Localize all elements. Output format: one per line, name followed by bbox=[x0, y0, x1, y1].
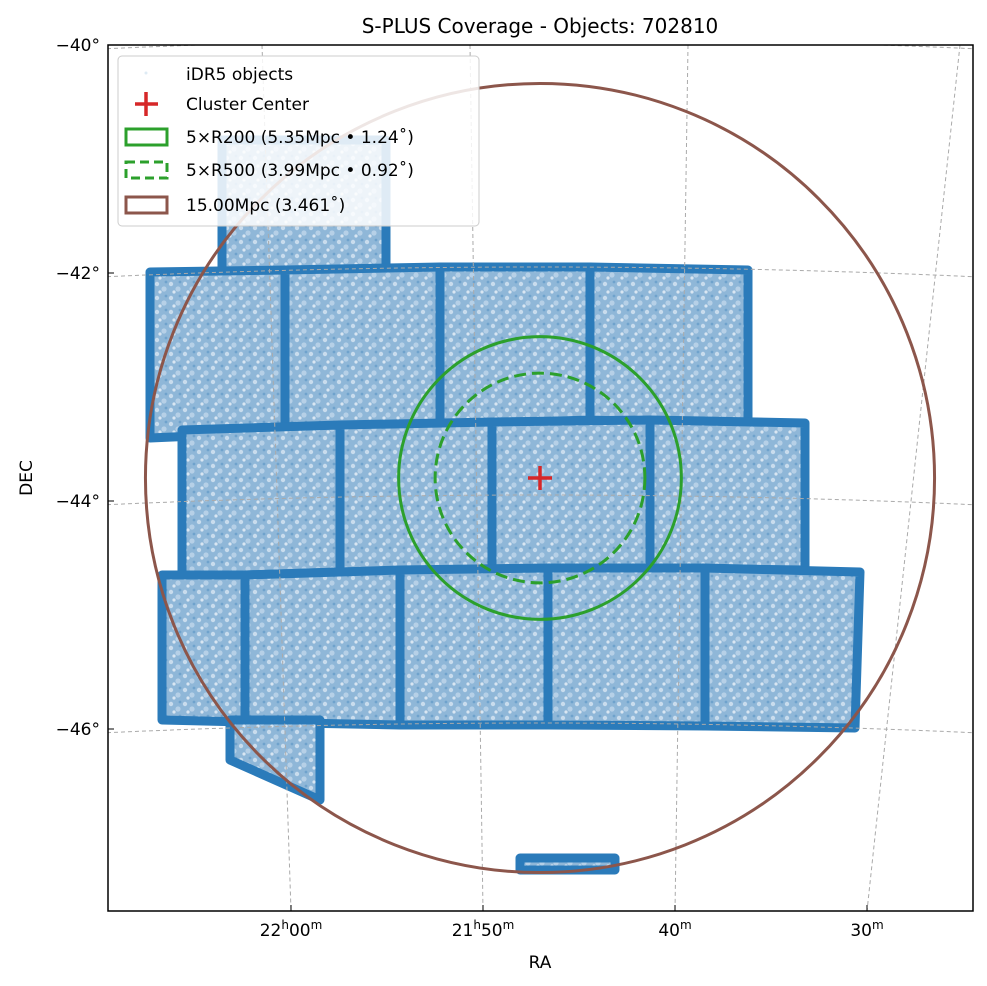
legend-circle-icon bbox=[124, 127, 169, 147]
survey-tile bbox=[157, 570, 250, 727]
legend-item: 5×R500 (3.99Mpc • 0.92˚) bbox=[124, 160, 414, 181]
dec-grid-line bbox=[108, 45, 973, 50]
mpc15-circle bbox=[143, 81, 937, 875]
legend-label: 15.00Mpc (3.461˚) bbox=[186, 195, 345, 216]
legend: iDR5 objects Cluster Center 5×R200 (5.35Mp… bbox=[117, 55, 480, 227]
survey-tile bbox=[543, 563, 710, 731]
r200-circle bbox=[397, 335, 683, 621]
legend-points-icon bbox=[144, 71, 148, 75]
ra-grid-line bbox=[261, 45, 292, 911]
survey-tile bbox=[585, 262, 753, 430]
x-tick-label: 30m bbox=[850, 918, 883, 941]
survey-tile bbox=[225, 715, 325, 805]
legend-item: 5×R200 (5.35Mpc • 1.24˚) bbox=[124, 127, 414, 148]
chart-title: S-PLUS Coverage - Objects: 702810 bbox=[362, 14, 719, 38]
cluster-center-marker bbox=[528, 466, 552, 490]
r500-circle bbox=[433, 371, 647, 585]
survey-tile bbox=[435, 262, 595, 430]
ra-grid-line bbox=[866, 45, 961, 911]
grid-lines bbox=[108, 45, 973, 911]
survey-tile bbox=[240, 565, 405, 730]
legend-label: iDR5 objects bbox=[186, 65, 293, 85]
legend-item: iDR5 objects bbox=[144, 65, 293, 85]
x-tick-label: 40m bbox=[658, 918, 691, 941]
dec-grid-line bbox=[108, 494, 973, 506]
axes-frame bbox=[107, 44, 974, 912]
legend-label: 5×R500 (3.99Mpc • 0.92˚) bbox=[186, 160, 414, 181]
survey-tile bbox=[700, 563, 865, 733]
y-tick-label: −44° bbox=[56, 492, 100, 512]
y-tick-label: −40° bbox=[56, 36, 100, 56]
survey-tile bbox=[645, 415, 810, 575]
legend-item: 15.00Mpc (3.461˚) bbox=[124, 195, 345, 216]
legend-item: Cluster Center bbox=[135, 92, 309, 116]
x-tick-label: 22h00m bbox=[260, 918, 323, 941]
survey-tile bbox=[515, 853, 620, 875]
y-tick-label: −46° bbox=[56, 720, 100, 740]
legend-circle-icon bbox=[124, 160, 169, 180]
legend-label: Cluster Center bbox=[186, 95, 309, 115]
x-axis-label: RA bbox=[529, 953, 552, 973]
survey-tile bbox=[395, 563, 553, 730]
legend-plus-icon bbox=[135, 92, 158, 116]
survey-tile bbox=[145, 265, 290, 443]
ra-grid-line bbox=[674, 45, 689, 911]
legend-circle-icon bbox=[124, 195, 169, 215]
legend-label: 5×R200 (5.35Mpc • 1.24˚) bbox=[186, 127, 414, 148]
ra-grid-line bbox=[469, 45, 484, 911]
coverage-tiles bbox=[145, 135, 865, 875]
dec-grid-line bbox=[108, 722, 973, 734]
dec-grid-line bbox=[108, 266, 973, 278]
y-axis-label: DEC bbox=[17, 460, 37, 496]
x-tick-label: 21h50m bbox=[452, 918, 515, 941]
y-tick-label: −42° bbox=[56, 264, 100, 284]
